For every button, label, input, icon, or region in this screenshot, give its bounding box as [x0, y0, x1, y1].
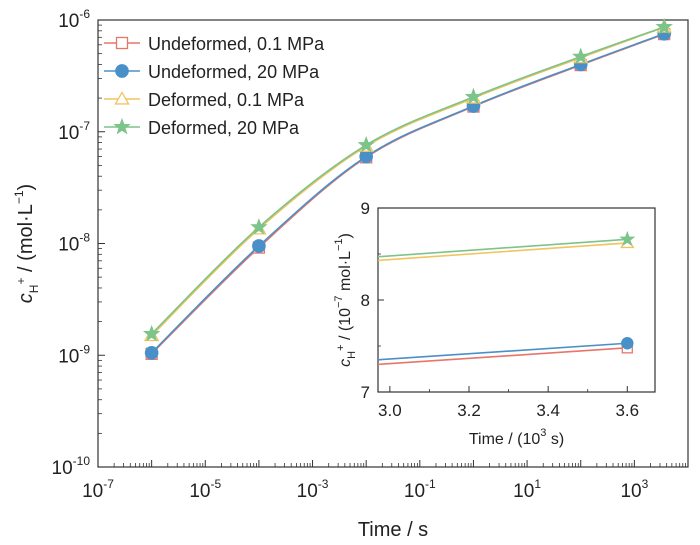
data-point-3	[464, 87, 483, 105]
x-tick-label: 10-5	[189, 477, 221, 502]
x-tick-label: 10-7	[82, 477, 114, 502]
legend-marker-1	[115, 64, 129, 78]
legend: Undeformed, 0.1 MPa Undeformed, 20 MPa Def…	[104, 34, 325, 138]
inset-x-tick-label: 3.6	[615, 401, 639, 420]
data-point-1	[144, 346, 159, 360]
y-tick-label: 10-10	[52, 454, 91, 479]
y-tick-label: 10-6	[58, 7, 90, 32]
inset-y-tick-label: 8	[361, 291, 370, 310]
x-tick-label: 103	[620, 477, 648, 502]
inset-series-line-1	[377, 342, 628, 361]
x-axis-title: Time / s	[358, 519, 428, 541]
data-point-1	[252, 239, 266, 253]
inset-y-tick-label: 7	[361, 383, 370, 402]
y-tick-label: 10-7	[58, 119, 90, 144]
x-tick-label: 10-3	[297, 477, 329, 502]
legend-marker-3	[113, 117, 131, 135]
inset-x-tick-label: 3.0	[378, 401, 402, 420]
legend-marker-0	[115, 36, 129, 50]
data-point-3	[142, 324, 161, 342]
inset-y-axis-title: cH+ / (10−7 mol·L−1)	[333, 233, 358, 367]
inset-series-line-2	[377, 242, 628, 262]
data-point-3	[357, 135, 375, 153]
data-point-3	[572, 47, 590, 65]
inset-frame	[377, 207, 656, 393]
legend-label-1: Undeformed, 20 MPa	[148, 62, 320, 82]
inset-x-axis-title: Time / (103 s)	[469, 427, 564, 448]
inset-series-line-0	[377, 347, 628, 366]
data-point-3	[250, 218, 268, 235]
inset-series-line-3	[377, 238, 628, 258]
inset-y-tick-label: 9	[361, 199, 370, 218]
data-point-3	[655, 17, 673, 35]
legend-marker-2	[114, 91, 130, 105]
legend-label-2: Deformed, 0.1 MPa	[148, 90, 305, 110]
data-point-1	[359, 149, 374, 164]
legend-label-3: Deformed, 20 MPa	[148, 118, 300, 138]
inset-x-tick-label: 3.4	[536, 401, 560, 420]
x-tick-label: 101	[513, 477, 541, 502]
y-axis-title: cH+ / (mol·L−1)	[12, 184, 41, 303]
x-tick-label: 10-1	[404, 477, 436, 502]
y-tick-label: 10-9	[58, 342, 90, 367]
main-plot: 10-10 10-9 10-8 10-7 10-6 10-7 10-5 10-3 10-1 101…	[12, 7, 689, 541]
legend-label-0: Undeformed, 0.1 MPa	[148, 34, 325, 54]
y-tick-label: 10-8	[58, 231, 90, 256]
inset-data-point-3	[619, 230, 636, 247]
inset-x-tick-label: 3.2	[457, 401, 481, 420]
inset-plot: 3.0 3.2 3.4 3.6 7 8 9 Time / (103 s) cH+ / (10−7…	[333, 199, 656, 448]
inset-data-point-1	[621, 336, 634, 350]
